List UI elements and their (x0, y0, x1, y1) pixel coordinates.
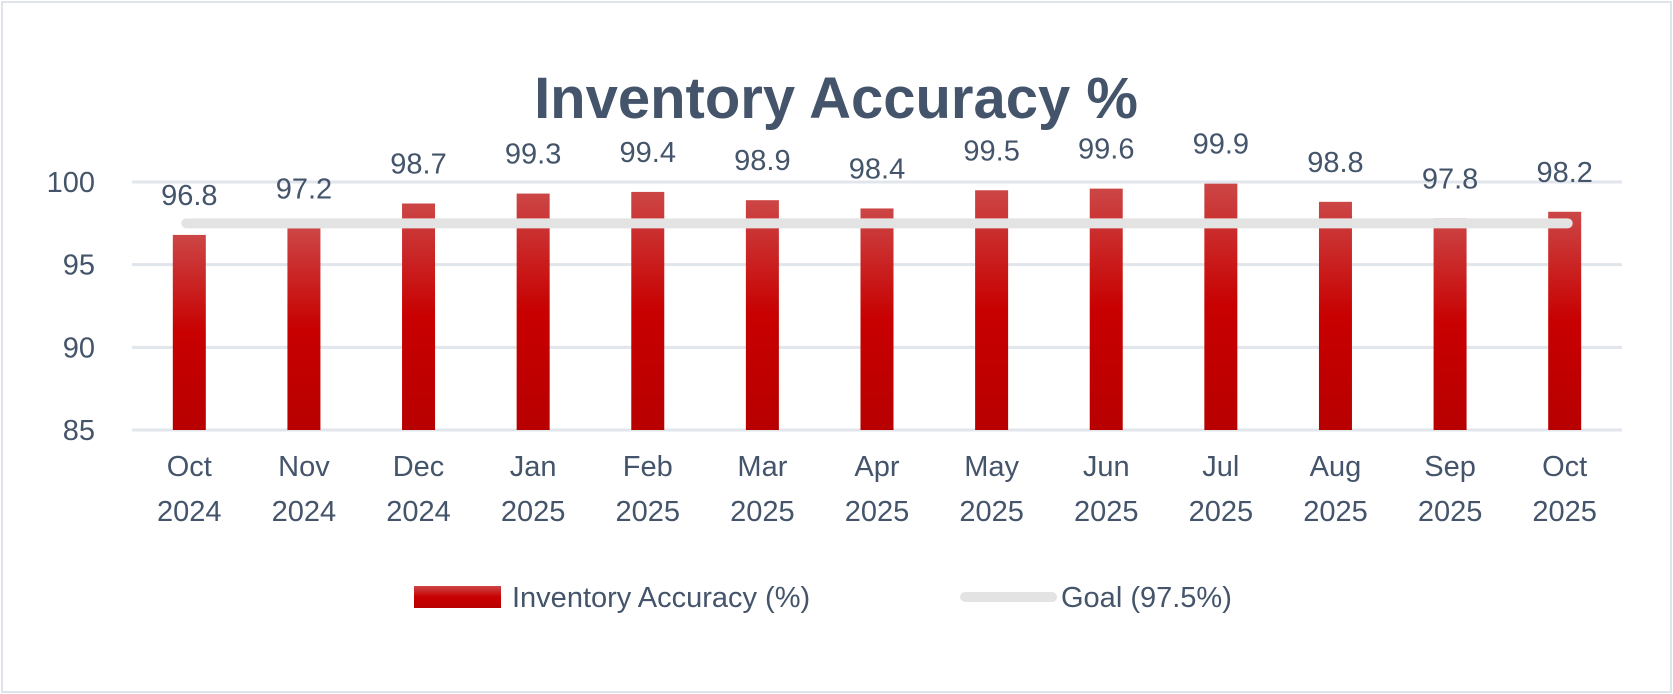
legend-swatch-bar (414, 586, 501, 608)
data-label: 98.8 (1307, 147, 1363, 179)
x-tick-label-year: 2025 (501, 496, 566, 528)
bar (860, 208, 894, 430)
y-tick-label: 95 (63, 250, 95, 282)
x-tick-label: Sep (1424, 451, 1476, 483)
x-tick-label-year: 2025 (616, 496, 681, 528)
y-tick-label: 90 (63, 332, 95, 364)
x-tick-label-year: 2024 (272, 496, 337, 528)
x-tick-label-year: 2024 (386, 496, 451, 528)
x-tick-label: Jan (510, 451, 557, 483)
x-tick-label: Oct (167, 451, 212, 483)
x-tick-label-year: 2024 (157, 496, 222, 528)
bar (1089, 188, 1123, 430)
x-tick-label: Jun (1083, 451, 1130, 483)
x-tick-label-year: 2025 (1303, 496, 1368, 528)
data-label: 99.5 (963, 135, 1019, 167)
data-label: 99.6 (1078, 134, 1134, 166)
x-tick-label: Feb (623, 451, 673, 483)
data-label: 96.8 (161, 180, 217, 212)
bar (287, 228, 321, 430)
bar (745, 200, 779, 430)
y-tick-label: 100 (47, 167, 95, 199)
x-tick-label: Oct (1542, 451, 1587, 483)
legend-label-accuracy: Inventory Accuracy (%) (512, 582, 810, 614)
bar (1318, 201, 1352, 430)
bar (1433, 218, 1467, 430)
x-tick-label-year: 2025 (845, 496, 910, 528)
y-tick-label: 85 (63, 415, 95, 447)
legend-label-goal: Goal (97.5%) (1061, 582, 1232, 614)
x-tick-label: Dec (393, 451, 445, 483)
chart-title: Inventory Accuracy % (534, 66, 1138, 131)
data-label: 98.4 (849, 153, 905, 185)
data-label: 99.9 (1193, 129, 1249, 161)
x-tick-label-year: 2025 (1418, 496, 1483, 528)
x-tick-label-year: 2025 (1189, 496, 1254, 528)
data-label: 98.9 (734, 145, 790, 177)
x-tick-label-year: 2025 (959, 496, 1024, 528)
data-label: 97.8 (1422, 163, 1478, 195)
data-label: 99.3 (505, 139, 561, 171)
bar (402, 203, 436, 430)
x-tick-label-year: 2025 (730, 496, 795, 528)
x-tick-label-year: 2025 (1532, 496, 1597, 528)
bar (1548, 211, 1582, 430)
x-tick-label: Jul (1202, 451, 1239, 483)
bar (975, 190, 1009, 430)
x-tick-label: Apr (854, 451, 899, 483)
data-label: 98.2 (1536, 157, 1592, 189)
data-label: 99.4 (620, 137, 676, 169)
x-tick-label: Aug (1310, 451, 1362, 483)
data-label: 98.7 (390, 148, 446, 180)
x-tick-label: May (964, 451, 1019, 483)
data-label: 97.2 (276, 173, 332, 205)
bar (631, 191, 665, 430)
x-tick-label: Nov (278, 451, 330, 483)
bar (172, 234, 206, 430)
bar (516, 193, 550, 430)
x-tick-label: Mar (737, 451, 787, 483)
x-tick-label-year: 2025 (1074, 496, 1139, 528)
